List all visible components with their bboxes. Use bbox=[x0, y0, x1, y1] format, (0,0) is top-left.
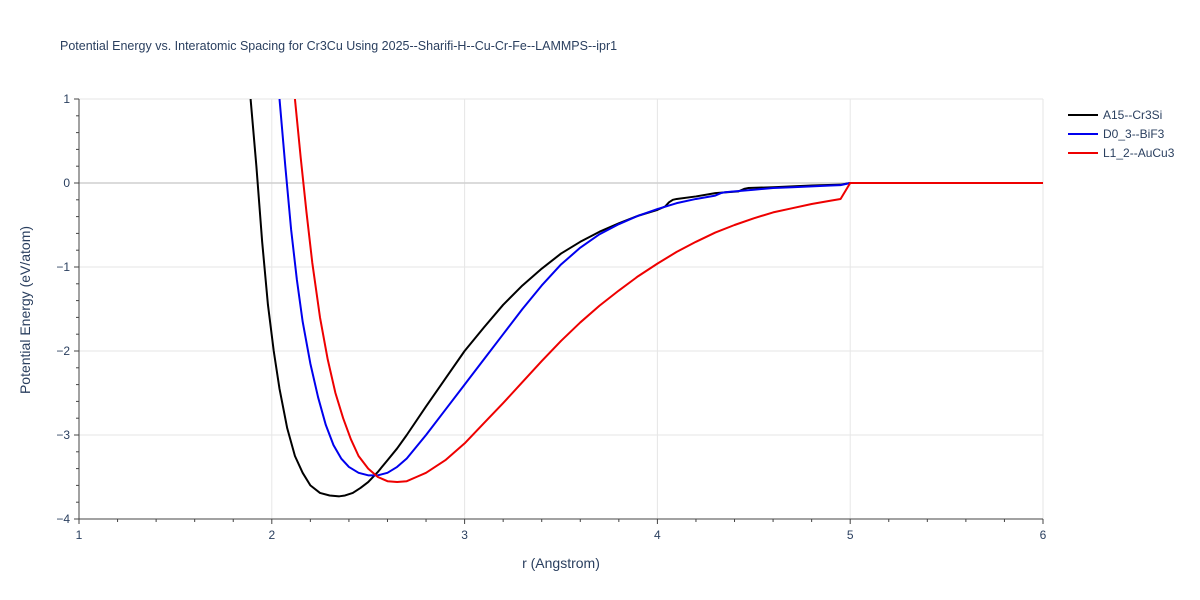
x-tick-label: 3 bbox=[461, 528, 468, 542]
y-tick-label: −1 bbox=[56, 260, 70, 274]
series-line-l1-2-aucu3[interactable] bbox=[293, 99, 1043, 484]
x-tick-label: 1 bbox=[76, 528, 83, 542]
legend-item-a15-cr3si[interactable]: A15--Cr3Si bbox=[1068, 108, 1162, 122]
y-tick-label: 0 bbox=[63, 176, 70, 190]
x-tick-label: 6 bbox=[1040, 528, 1047, 542]
y-tick-label: 1 bbox=[63, 92, 70, 106]
legend-label: A15--Cr3Si bbox=[1103, 108, 1162, 122]
legend-label: L1_2--AuCu3 bbox=[1103, 146, 1175, 160]
x-tick-label: 5 bbox=[847, 528, 854, 542]
y-tick-label: −3 bbox=[56, 428, 70, 442]
legend-item-l1-2-aucu3[interactable]: L1_2--AuCu3 bbox=[1068, 146, 1175, 160]
grid bbox=[79, 98, 1044, 519]
legend-label: D0_3--BiF3 bbox=[1103, 127, 1165, 141]
legend-item-d0-3-bif3[interactable]: D0_3--BiF3 bbox=[1068, 127, 1165, 141]
x-tick-label: 4 bbox=[654, 528, 661, 542]
y-tick-label: −4 bbox=[56, 512, 70, 526]
plot-area[interactable] bbox=[249, 99, 1043, 498]
series-line-d0-3-bif3[interactable] bbox=[278, 99, 1043, 477]
chart-title: Potential Energy vs. Interatomic Spacing… bbox=[60, 39, 617, 53]
y-tick-label: −2 bbox=[56, 344, 70, 358]
series-line-a15-cr3si[interactable] bbox=[249, 99, 1043, 498]
x-tick-label: 2 bbox=[268, 528, 275, 542]
legend[interactable]: A15--Cr3Si D0_3--BiF3 L1_2--AuCu3 bbox=[1068, 108, 1175, 160]
y-axis-title: Potential Energy (eV/atom) bbox=[17, 226, 33, 394]
axes: 1 2 3 4 5 6 1 0 −1 −2 −3 −4 bbox=[56, 92, 1046, 542]
x-axis-title: r (Angstrom) bbox=[522, 555, 600, 571]
